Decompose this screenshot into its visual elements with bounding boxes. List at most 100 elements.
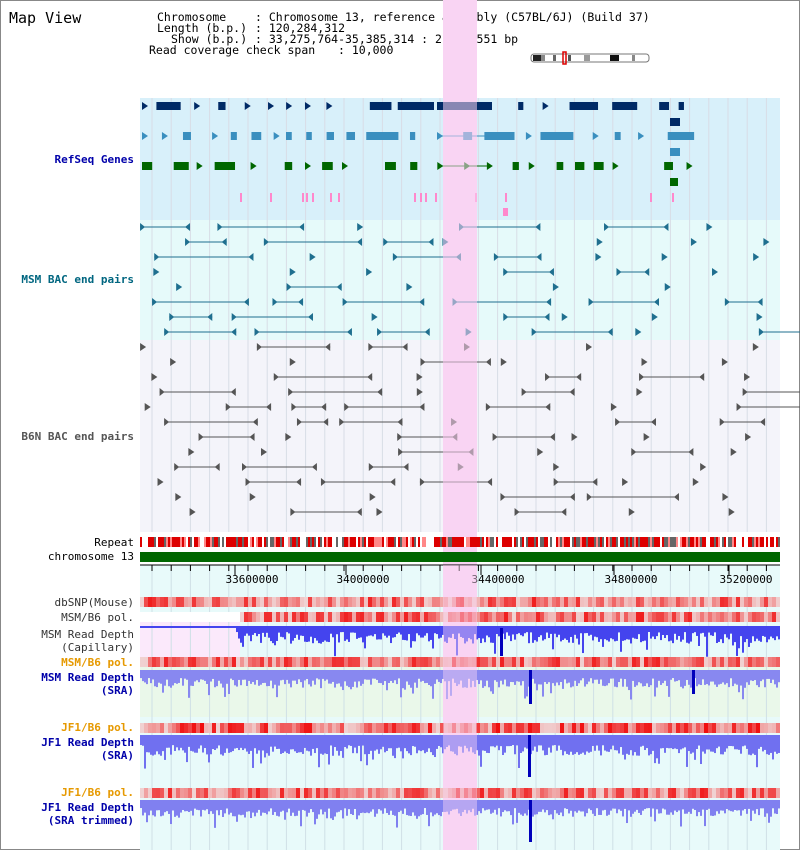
pol-bin [420,597,424,607]
pol-bin [496,723,500,733]
depth-bar [154,670,156,687]
pol-bin [756,723,760,733]
depth-bar [346,670,348,686]
repeat-track[interactable] [140,537,780,547]
read-depth-tracks[interactable] [140,626,780,842]
depth-bar [472,670,474,681]
depth-bar [336,735,338,751]
pol-bin [564,612,568,622]
pol-bin [412,788,416,798]
pol-bin [380,657,384,667]
refseq-genes-track[interactable] [142,102,695,216]
pol-bin [480,723,484,733]
pol-bin [276,657,280,667]
depth-bar [718,626,720,642]
pol-bin [208,612,212,622]
depth-bar [610,626,612,639]
repeat-segment [230,537,232,547]
pol-bin [144,612,148,622]
pol-bin [684,657,688,667]
bac-end [357,223,364,231]
depth-bar [380,626,382,640]
pol-bin [248,657,252,667]
depth-bar [602,626,604,647]
axis-tick-label: 34000000 [337,573,390,586]
pol-bin [608,597,612,607]
pol-bin [508,723,512,733]
depth-bar [492,626,494,643]
depth-bar [322,800,324,815]
pol-bin [588,723,592,733]
polymorphism-tracks[interactable] [140,597,780,798]
depth-bar [402,670,404,689]
pol-bin [476,723,480,733]
depth-bar [378,626,380,640]
depth-bar [432,626,434,649]
depth-bar [576,800,578,813]
bac-end [285,433,292,441]
chromosome-ideogram[interactable] [530,51,650,65]
depth-bar [646,735,648,749]
pol-bin [232,612,236,622]
pol-bin [628,788,632,798]
depth-bar [434,800,436,815]
gene-arrow [304,102,311,110]
pol-bin [384,612,388,622]
pol-bin [440,597,444,607]
depth-bar [578,670,580,684]
depth-bar [660,800,662,814]
repeat-segment [528,537,530,547]
depth-bar [616,735,618,751]
bac-end [377,328,383,336]
depth-bar [424,670,426,684]
depth-bar [406,735,408,752]
pol-bin [180,657,184,667]
pol-bin [492,723,496,733]
pol-bin [600,723,604,733]
pol-bin [232,788,236,798]
depth-bar [478,670,480,685]
depth-bar [460,670,462,681]
depth-bar [674,735,676,749]
depth-bar [356,800,358,820]
depth-bar [244,670,246,680]
pol-bin [668,788,672,798]
depth-spike [528,735,531,777]
pol-bin [144,657,148,667]
track-label-refseq[interactable]: RefSeq Genes [54,153,134,166]
pol-bin [316,788,320,798]
depth-bar [630,626,632,644]
track-label-b6n-bac[interactable]: B6N BAC end pairs [21,430,134,443]
bac-end [651,313,658,321]
repeat-segment [490,537,492,547]
depth-bar [542,800,544,810]
depth-bar [752,735,754,754]
pol-bin [164,612,168,622]
depth-bar [396,735,398,749]
depth-bar [660,670,662,685]
depth-bar [178,735,180,751]
bac-end [242,463,248,471]
bac-end [383,238,389,246]
pol-bin [156,597,160,607]
ideogram-position-marker [562,51,567,65]
depth-bar [348,626,350,642]
depth-bar [524,735,526,748]
depth-bar [704,670,706,685]
depth-bar [278,626,280,633]
pol-bin [244,657,248,667]
track-label-msm-bac[interactable]: MSM BAC end pairs [21,273,134,286]
gene-arrow [592,132,599,140]
pol-bin [408,788,412,798]
depth-bar [350,800,352,814]
depth-bar [586,626,588,634]
pol-bin [728,657,732,667]
pol-bin [236,723,240,733]
depth-bar [762,735,764,752]
repeat-segment [268,537,270,547]
depth-bar [190,800,192,811]
gene-exon [384,162,396,170]
repeat-segment [290,537,292,547]
pol-bin [572,657,576,667]
